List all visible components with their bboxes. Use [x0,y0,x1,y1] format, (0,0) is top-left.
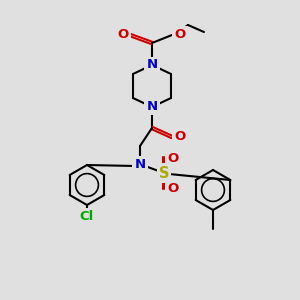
Text: S: S [159,166,169,181]
Text: O: O [167,182,178,194]
Text: Cl: Cl [80,209,94,223]
Text: O: O [167,152,178,164]
Text: N: N [146,100,158,113]
Text: N: N [146,58,158,71]
Text: N: N [134,158,146,170]
Text: O: O [174,28,186,40]
Text: O: O [174,130,186,143]
Text: O: O [117,28,129,41]
